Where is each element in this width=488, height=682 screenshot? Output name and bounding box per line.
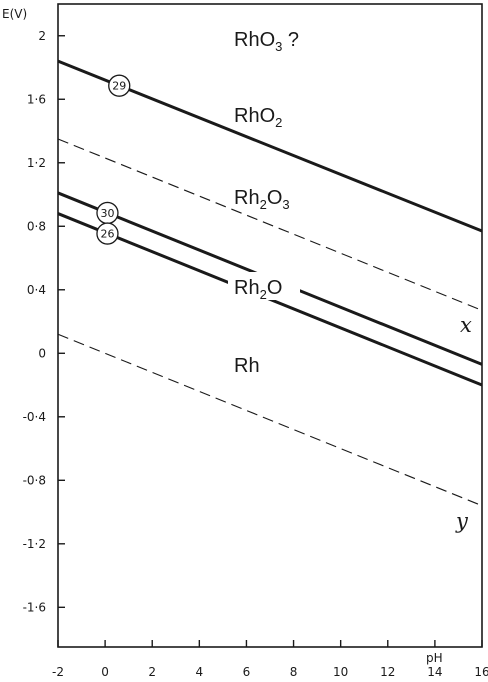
series-line-y <box>57 333 483 507</box>
y-tick-label: 0 <box>38 346 46 360</box>
region-label-rho3: RhO3 ? <box>234 29 299 54</box>
line-marker-label-29: 29 <box>112 80 126 93</box>
x-tick-label: 8 <box>290 665 298 679</box>
x-tick-label: 2 <box>148 665 156 679</box>
line-marker-label-26: 26 <box>100 228 114 241</box>
x-axis-label: pH <box>426 651 443 665</box>
y-tick-label: 2 <box>38 29 46 43</box>
y-axis-label: E(V) <box>2 7 27 21</box>
region-label-rho2: RhO2 <box>234 105 282 130</box>
region-label-rh2o: Rh2O <box>234 277 282 302</box>
y-tick-label: 0·4 <box>27 283 46 297</box>
plot-frame <box>57 3 483 648</box>
line-marker-circle-29 <box>108 74 131 97</box>
y-axis-ticks: 2 1·6 1·2 0·8 0·4 0 -0·4 -0·8 -1·2 -1·6 <box>23 29 65 614</box>
line-markers: 29 30 26 <box>96 74 131 245</box>
y-tick-label: 0·8 <box>27 219 46 233</box>
line-label-y: y <box>455 509 469 533</box>
y-tick-label: 1·2 <box>27 156 46 170</box>
x-tick-label: 6 <box>243 665 251 679</box>
region-label-rh2o3: Rh2O3 <box>234 187 290 212</box>
x-tick-label: -2 <box>52 665 64 679</box>
y-tick-label: -0·8 <box>23 473 46 487</box>
y-tick-label: -0·4 <box>23 410 46 424</box>
x-tick-label: 0 <box>101 665 109 679</box>
y-tick-label: -1·2 <box>23 537 46 551</box>
rh2o-label-backdrop <box>228 272 300 300</box>
line-label-x: x <box>460 313 472 337</box>
line-marker-circle-26 <box>96 222 119 245</box>
x-tick-label: 14 <box>427 665 442 679</box>
x-tick-label: 10 <box>333 665 348 679</box>
series-line-x <box>57 138 483 311</box>
x-axis-ticks: -2 0 2 4 6 8 10 12 14 16 <box>52 640 488 679</box>
y-tick-label: 1·6 <box>27 92 46 106</box>
y-tick-label: -1·6 <box>23 600 46 614</box>
x-tick-label: 16 <box>474 665 488 679</box>
x-tick-label: 12 <box>380 665 395 679</box>
line-marker-label-30: 30 <box>100 207 114 220</box>
x-tick-label: 4 <box>196 665 204 679</box>
region-label-rh: Rh <box>234 355 260 377</box>
